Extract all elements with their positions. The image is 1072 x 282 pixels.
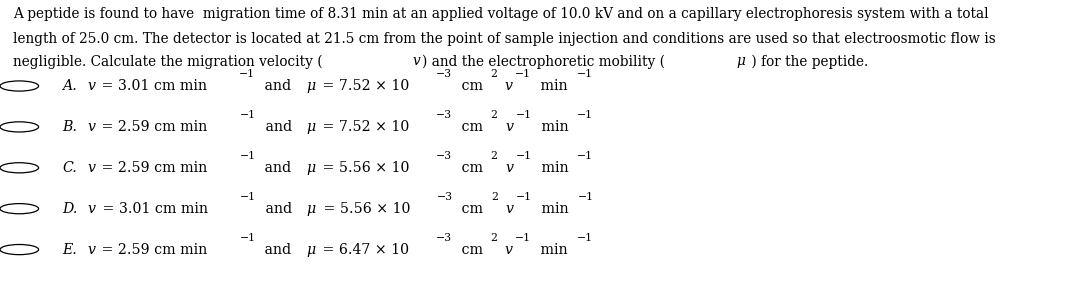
Text: −1: −1 <box>240 233 256 243</box>
Text: D.: D. <box>62 202 77 216</box>
Text: −3: −3 <box>436 110 452 120</box>
Text: cm: cm <box>457 120 483 134</box>
Text: = 2.59 cm min: = 2.59 cm min <box>98 120 208 134</box>
Text: = 5.56 × 10: = 5.56 × 10 <box>318 202 411 216</box>
Text: and: and <box>260 79 296 93</box>
Text: μ: μ <box>307 161 315 175</box>
Text: −1: −1 <box>516 233 532 243</box>
Text: v: v <box>505 243 512 257</box>
Text: min: min <box>536 243 568 257</box>
Text: −1: −1 <box>578 151 594 161</box>
Text: min: min <box>536 120 568 134</box>
Text: = 7.52 × 10: = 7.52 × 10 <box>317 79 410 93</box>
Text: v: v <box>87 161 95 175</box>
Text: −1: −1 <box>239 69 255 79</box>
Text: = 7.52 × 10: = 7.52 × 10 <box>318 120 410 134</box>
Text: −1: −1 <box>516 69 532 79</box>
Text: v: v <box>505 79 512 93</box>
Text: = 6.47 × 10: = 6.47 × 10 <box>318 243 410 257</box>
Text: and: and <box>260 202 297 216</box>
Text: μ: μ <box>307 243 315 257</box>
Text: ) and the electrophoretic mobility (: ) and the electrophoretic mobility ( <box>422 54 666 69</box>
Text: −3: −3 <box>436 192 452 202</box>
Text: v: v <box>88 202 95 216</box>
Text: = 2.59 cm min: = 2.59 cm min <box>98 161 208 175</box>
Text: v: v <box>413 54 420 69</box>
Text: v: v <box>87 120 95 134</box>
Text: −1: −1 <box>517 192 533 202</box>
Text: C.: C. <box>62 161 77 175</box>
Text: 2: 2 <box>491 110 497 120</box>
Text: min: min <box>537 202 568 216</box>
Text: cm: cm <box>457 243 482 257</box>
Text: −3: −3 <box>435 233 452 243</box>
Text: ) for the peptide.: ) for the peptide. <box>747 54 868 69</box>
Text: min: min <box>536 161 568 175</box>
Text: μ: μ <box>736 54 745 69</box>
Text: 2: 2 <box>490 69 497 79</box>
Text: cm: cm <box>457 161 483 175</box>
Text: −1: −1 <box>578 192 594 202</box>
Text: = 2.59 cm min: = 2.59 cm min <box>98 243 208 257</box>
Text: −1: −1 <box>516 110 532 120</box>
Text: v: v <box>87 79 95 93</box>
Text: v: v <box>505 161 513 175</box>
Text: cm: cm <box>457 79 482 93</box>
Text: −1: −1 <box>577 69 593 79</box>
Text: 2: 2 <box>491 151 497 161</box>
Text: and: and <box>260 243 296 257</box>
Text: −1: −1 <box>240 192 256 202</box>
Text: = 3.01 cm min: = 3.01 cm min <box>98 79 207 93</box>
Text: μ: μ <box>307 120 315 134</box>
Text: A.: A. <box>62 79 77 93</box>
Text: −1: −1 <box>240 110 256 120</box>
Text: v: v <box>506 202 513 216</box>
Text: μ: μ <box>306 79 315 93</box>
Text: and: and <box>260 120 296 134</box>
Text: −3: −3 <box>436 151 452 161</box>
Text: E.: E. <box>62 243 77 257</box>
Text: cm: cm <box>458 202 483 216</box>
Text: v: v <box>505 120 513 134</box>
Text: = 3.01 cm min: = 3.01 cm min <box>99 202 208 216</box>
Text: A peptide is found to have  migration time of 8.31 min at an applied voltage of : A peptide is found to have migration tim… <box>13 7 988 21</box>
Text: −3: −3 <box>435 69 452 79</box>
Text: length of 25.0 cm. The detector is located at 21.5 cm from the point of sample i: length of 25.0 cm. The detector is locat… <box>13 32 996 46</box>
Text: 2: 2 <box>490 233 497 243</box>
Text: μ: μ <box>307 202 316 216</box>
Text: negligible. Calculate the migration velocity (: negligible. Calculate the migration velo… <box>13 54 323 69</box>
Text: −1: −1 <box>577 233 593 243</box>
Text: B.: B. <box>62 120 77 134</box>
Text: min: min <box>536 79 568 93</box>
Text: = 5.56 × 10: = 5.56 × 10 <box>318 161 410 175</box>
Text: −1: −1 <box>578 110 594 120</box>
Text: and: and <box>260 161 296 175</box>
Text: v: v <box>87 243 95 257</box>
Text: −1: −1 <box>516 151 532 161</box>
Text: 2: 2 <box>491 192 498 202</box>
Text: −1: −1 <box>240 151 256 161</box>
